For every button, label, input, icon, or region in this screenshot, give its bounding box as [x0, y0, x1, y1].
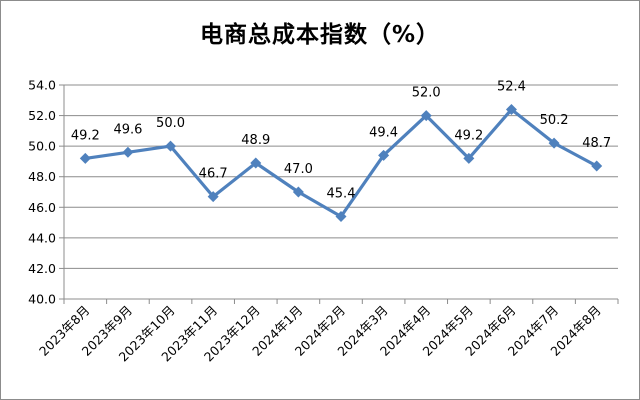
data-label: 49.2 — [454, 128, 483, 143]
data-point — [420, 110, 432, 122]
data-label: 50.2 — [540, 113, 569, 128]
data-label: 48.7 — [582, 136, 611, 151]
data-point — [79, 152, 91, 164]
data-point — [378, 149, 390, 161]
data-label: 49.4 — [369, 125, 398, 140]
data-point — [122, 146, 134, 158]
data-labels: 49.2 49.6 50.0 46.7 48.9 47.0 45.4 49.4 52.0 49.2… — [71, 79, 611, 201]
data-point — [292, 186, 304, 198]
data-point — [548, 137, 560, 149]
y-tick-label: 46.0 — [28, 200, 56, 215]
data-label: 45.4 — [327, 186, 356, 201]
data-label: 52.0 — [412, 86, 441, 101]
data-point — [335, 210, 347, 222]
data-label: 49.6 — [113, 122, 142, 137]
chart-title: 电商总成本指数（%） — [199, 22, 441, 48]
y-tick-label: 52.0 — [28, 108, 56, 123]
y-tick-label: 48.0 — [28, 169, 56, 184]
data-markers — [79, 103, 603, 222]
y-tick-label: 54.0 — [28, 78, 56, 93]
data-label: 49.2 — [71, 128, 100, 143]
data-label: 47.0 — [284, 162, 313, 177]
y-tick-label: 40.0 — [28, 292, 56, 307]
y-tick-label: 44.0 — [28, 230, 56, 245]
y-tick-label: 42.0 — [28, 261, 56, 276]
data-point — [463, 152, 475, 164]
x-tick-labels: 2023年8月2023年9月2023年10月2023年11月2023年12月20… — [36, 303, 604, 365]
data-point — [591, 160, 603, 172]
data-label: 48.9 — [241, 133, 270, 148]
data-point — [250, 157, 262, 169]
data-point — [207, 191, 219, 203]
data-point — [505, 103, 517, 115]
data-label: 50.0 — [156, 116, 185, 131]
gridlines — [64, 84, 618, 269]
y-tick-labels: 40.0 42.0 44.0 46.0 48.0 50.0 52.0 54.0 — [28, 78, 56, 307]
data-label: 46.7 — [199, 167, 228, 182]
data-point — [165, 140, 177, 152]
axes — [59, 84, 619, 304]
y-tick-label: 50.0 — [28, 139, 56, 154]
data-label: 52.4 — [497, 79, 526, 94]
